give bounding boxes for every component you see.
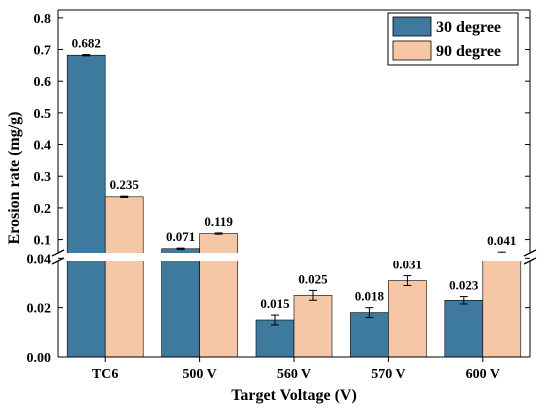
data-label: 0.119 xyxy=(204,214,233,229)
y-tick-label: 0.4 xyxy=(34,139,52,154)
legend-swatch-30-degree xyxy=(392,16,432,37)
data-label: 0.071 xyxy=(166,229,195,244)
legend: 30 degree 90 degree xyxy=(387,12,519,66)
data-label: 0.018 xyxy=(355,289,385,304)
bar-90-degree-600-V xyxy=(482,255,522,358)
legend-label-30-degree: 30 degree xyxy=(436,19,501,36)
data-label: 0.025 xyxy=(298,271,328,286)
axis-break-mark xyxy=(51,249,65,257)
x-tick-label: TC6 xyxy=(92,367,118,382)
legend-label-90-degree: 90 degree xyxy=(436,43,501,60)
y-tick-label: 0.3 xyxy=(34,170,52,185)
bar-30-degree-500-V xyxy=(161,248,200,358)
bar-90-degree-570-V xyxy=(388,280,427,358)
legend-swatch-90-degree xyxy=(392,40,432,61)
y-axis-label: Erosion rate (mg/g) xyxy=(6,111,23,244)
x-tick-label: 560 V xyxy=(277,367,311,382)
y-tick-label: 0.04 xyxy=(27,252,52,267)
x-axis-label: Target Voltage (V) xyxy=(231,387,357,404)
x-tick-label: 600 V xyxy=(466,367,500,382)
y-tick-label: 0.02 xyxy=(27,302,52,317)
axis-break-mark xyxy=(523,257,537,265)
axis-break-band xyxy=(52,253,536,261)
bar-30-degree-560-V xyxy=(255,319,295,358)
data-label: 0.015 xyxy=(260,296,290,311)
data-label: 0.682 xyxy=(72,36,101,51)
y-tick-label: 0.5 xyxy=(34,107,52,122)
error-bars-layer xyxy=(82,54,506,326)
bar-90-degree-560-V xyxy=(293,295,333,358)
axes-layer: TC6 500 V 560 V 570 V 600 V 0.00 0.02 0.04 0.1 0.… xyxy=(27,9,537,382)
y-tick-label: 0.00 xyxy=(27,351,52,366)
y-tick-label: 0.7 xyxy=(34,44,52,59)
bars-layer xyxy=(66,54,522,358)
y-tick-label: 0.2 xyxy=(34,202,52,217)
data-label: 0.041 xyxy=(487,233,516,248)
y-tick-label: 0.1 xyxy=(34,234,52,249)
data-label: 0.023 xyxy=(449,278,479,293)
bar-30-degree-600-V xyxy=(444,299,484,358)
x-tick-label: 570 V xyxy=(371,367,405,382)
x-tick-label: 500 V xyxy=(182,367,216,382)
bar-30-degree-570-V xyxy=(350,312,389,358)
bar-90-degree-500-V xyxy=(199,233,238,358)
y-tick-label: 0.6 xyxy=(34,75,52,90)
y-tick-label: 0.8 xyxy=(34,12,52,27)
data-labels-layer: 0.6820.2350.0710.1190.0150.0250.0180.031… xyxy=(72,36,517,311)
data-label: 0.235 xyxy=(110,177,140,192)
bar-30-degree-TC6 xyxy=(66,54,106,358)
axis-break-mark xyxy=(51,257,65,265)
axis-break-mark xyxy=(523,249,537,257)
bar-90-degree-TC6 xyxy=(104,196,144,358)
